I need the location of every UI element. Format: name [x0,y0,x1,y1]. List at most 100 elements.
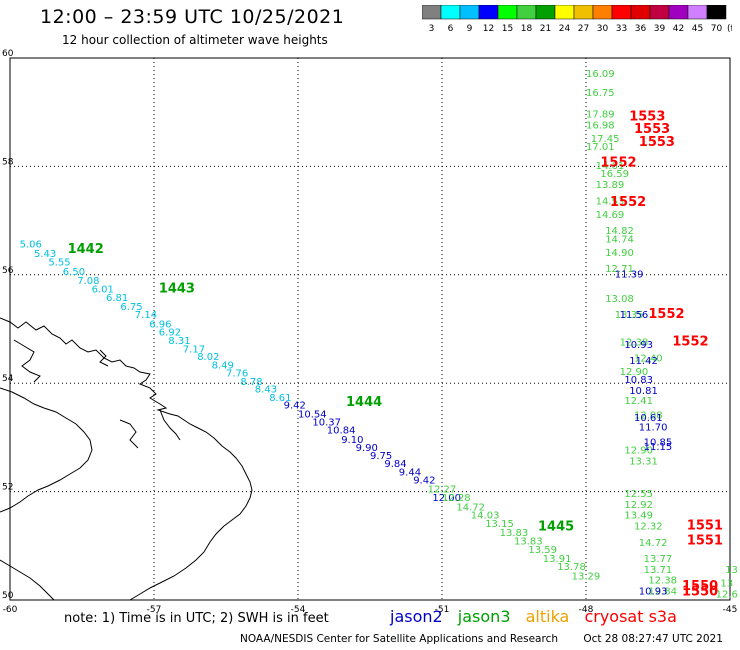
pass-time-label: 1445 [538,520,574,535]
lat-tick-label: 60 [2,49,14,59]
wave-height-label: 5.55 [48,258,70,269]
pass-time-label: 1552 [610,195,646,210]
wave-height-label: 12.6 [716,589,738,600]
lat-tick-label: 58 [2,157,14,167]
lat-tick-label: 50 [2,591,14,601]
wave-height-label: 14.53 [596,196,625,207]
wave-height-label: 13.15 [485,519,514,530]
scale-swatch [668,5,689,20]
wave-height-label: 12.71 [605,264,634,275]
satellite-legend: jason2 jason3 altika cryosat s3a [390,607,687,626]
wave-height-label: 8.78 [240,377,262,388]
wave-height-label: 12.38 [620,337,649,348]
wave-height-label: 14.72 [456,503,485,514]
wave-height-label: 16.59 [600,169,629,180]
wave-height-label: 10.84 [327,426,356,437]
wave-height-label: 8.43 [255,384,277,395]
wave-height-label: 6.81 [106,293,128,304]
scale-swatch [611,5,632,20]
lon-tick-label: -54 [291,605,306,615]
scale-tick-label: 12 [483,24,494,34]
pass-time-label: 1553 [634,122,670,137]
scale-tick-label: 27 [578,24,589,34]
wave-height-label: 5.06 [20,240,42,251]
wave-height-label: 13.35 [615,310,644,321]
wave-height-label: 9.44 [399,467,421,478]
wave-height-label: 11.70 [639,422,668,433]
pass-time-label: 1551 [687,534,723,549]
wave-height-label: 6.96 [149,319,171,330]
scale-unit-label: (ft) [727,24,732,34]
lon-tick-label: -51 [435,605,450,615]
wave-height-label: 13.31 [629,457,658,468]
wave-height-values: 5.065.435.556.507.086.016.816.757.146.96… [20,69,738,600]
scale-swatch [459,5,480,20]
wave-height-label: 10.81 [629,386,658,397]
wave-height-label: 14.03 [471,511,500,522]
wave-height-label: 5.43 [34,249,56,260]
pass-time-label: 1553 [639,135,675,150]
lat-tick-label: 54 [2,374,14,384]
wave-height-label: 7.17 [183,344,205,355]
wave-height-label: 14.82 [605,226,634,237]
wave-height-label: 9.42 [284,401,306,412]
scale-swatch [630,5,651,20]
pass-time-label: 1550 [682,579,718,594]
wave-height-label: 9.84 [384,459,406,470]
wave-height-label: 14.61 [596,161,625,172]
scale-swatch [687,5,708,20]
scale-swatch [592,5,613,20]
wave-height-label: 11.15 [644,442,673,453]
wave-height-label: 13.83 [500,528,529,539]
wave-height-label: 13.77 [644,554,673,565]
pass-time-labels: 1442144314441445155315531553155215521552… [68,109,723,599]
wave-height-label: 12.40 [634,354,663,365]
wave-height-label: 9.10 [341,435,363,446]
wave-height-label: 10.93 [639,587,668,598]
map-frame [9,57,731,601]
wave-height-label: 12.38 [648,576,677,587]
pass-time-label: 1552 [648,307,684,322]
pass-time-label: 1550 [682,585,718,600]
generated-timestamp: Oct 28 08:27:47 UTC 2021 [583,633,723,645]
scale-swatch [573,5,594,20]
scale-swatch [535,5,556,20]
pass-time-label: 1553 [629,109,665,124]
wave-height-label: 12.08 [634,410,663,421]
footer-credit: NOAA/NESDIS Center for Satellite Applica… [240,633,740,645]
lon-tick-label: -45 [723,605,738,615]
wave-height-label: 13.71 [644,565,673,576]
wave-height-label: 13.78 [557,562,586,573]
wave-height-label: 11.56 [620,310,649,321]
wave-height-label: 16.98 [586,120,615,131]
scale-swatch [440,5,461,20]
wave-height-label: 6.75 [120,302,142,313]
wave-height-label: 8.61 [269,393,291,404]
wave-height-label: 13.29 [572,571,601,582]
wave-height-label: 10.93 [624,340,653,351]
wave-height-label: 11.39 [615,270,644,281]
wave-height-label: 17.89 [586,110,615,121]
units-note: note: 1) Time is in UTC; 2) SWH is in fe… [64,611,329,626]
wave-height-label: 9.75 [370,451,392,462]
wave-height-label: 7.08 [77,276,99,287]
wave-height-label: 12.55 [624,489,653,500]
wave-height-label: 12.90 [620,367,649,378]
scale-tick-label: 45 [692,24,703,34]
wave-height-label: 13.59 [528,545,557,556]
wave-height-label: 14.74 [605,234,634,245]
wave-height-label: 17.45 [591,134,620,145]
scale-swatch [554,5,575,20]
scale-swatch [422,5,442,20]
page-title: 12:00 – 23:59 UTC 10/25/2021 [40,6,345,28]
wave-height-label: 12.41 [624,396,653,407]
wave-height-label: 13.83 [514,537,543,548]
wave-height-label: 8.31 [168,336,190,347]
legend-jason3: jason3 [457,607,511,626]
pass-time-label: 1552 [672,334,708,349]
wave-height-label: 8.02 [197,352,219,363]
wave-height-label: 10.37 [312,417,341,428]
legend-cryosat: cryosat s3a [584,607,677,626]
